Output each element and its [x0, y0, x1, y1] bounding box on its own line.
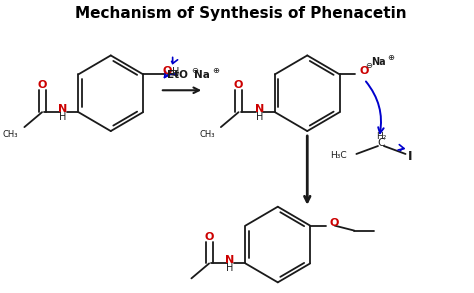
Text: N: N: [225, 255, 234, 265]
Text: H: H: [172, 67, 179, 77]
Text: Na: Na: [372, 57, 386, 67]
Text: N: N: [255, 104, 264, 114]
Text: ⊕: ⊕: [387, 53, 394, 62]
Text: ⊖: ⊖: [191, 66, 198, 75]
Text: O: O: [234, 80, 243, 90]
Text: CH₃: CH₃: [3, 130, 18, 139]
Text: H₂: H₂: [376, 132, 386, 141]
Text: O: O: [37, 80, 47, 90]
Text: EtO: EtO: [167, 70, 188, 80]
Text: ⊕: ⊕: [212, 66, 219, 75]
Text: CH₃: CH₃: [200, 130, 215, 139]
Text: Mechanism of Synthesis of Phenacetin: Mechanism of Synthesis of Phenacetin: [74, 6, 406, 21]
Text: O: O: [204, 231, 214, 241]
Text: H₃C: H₃C: [330, 151, 346, 161]
Text: H: H: [255, 112, 263, 122]
Text: H: H: [59, 112, 66, 122]
Text: O: O: [330, 218, 339, 228]
Text: I: I: [408, 150, 413, 163]
Text: ⊖: ⊖: [365, 61, 373, 70]
Text: O: O: [163, 66, 173, 76]
Text: H: H: [226, 263, 233, 273]
Text: C: C: [377, 138, 384, 148]
Text: O: O: [359, 66, 369, 76]
Text: Na: Na: [194, 70, 210, 80]
Text: N: N: [58, 104, 67, 114]
